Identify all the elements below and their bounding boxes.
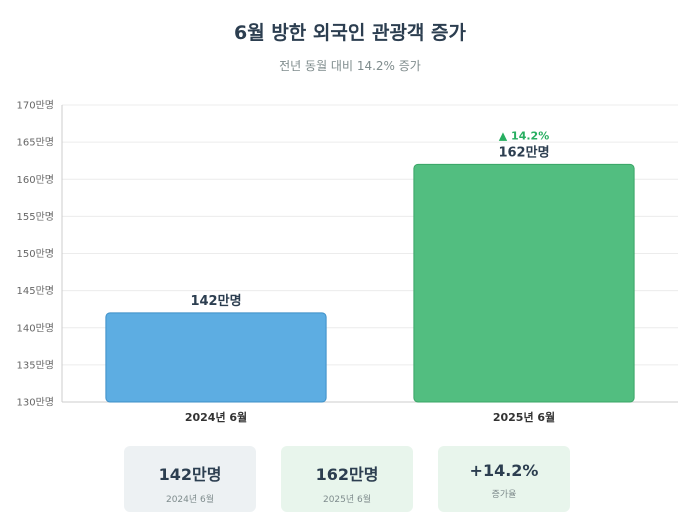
summary-card-growth: +14.2% 증가율 xyxy=(438,446,570,512)
chart-subtitle: 전년 동월 대비 14.2% 증가 xyxy=(279,59,421,73)
chart-title: 6월 방한 외국인 관광객 증가 xyxy=(234,22,466,44)
growth-annotation: ▲ 14.2% xyxy=(499,129,549,142)
y-tick-label: 170만명 xyxy=(17,100,55,112)
summary-card-label: 2024년 6월 xyxy=(165,495,215,505)
bar-value-label: 162만명 xyxy=(498,144,549,160)
bar xyxy=(413,163,635,403)
summary-card-2025: 162만명 2025년 6월 xyxy=(281,446,413,512)
bar-value-label: 142만명 xyxy=(190,293,241,309)
y-tick-label: 145만명 xyxy=(17,285,55,297)
y-tick-label: 150만명 xyxy=(17,248,55,260)
summary-card-label: 증가율 xyxy=(491,490,517,500)
summary-card-label: 2025년 6월 xyxy=(322,495,372,505)
y-tick-label: 165만명 xyxy=(17,137,55,149)
bar-chart: 130만명 135만명 140만명 145만명 150만명 155만명 160만명 165만명… xyxy=(17,100,678,424)
summary-card-value: 142만명 xyxy=(158,465,222,484)
y-tick-label: 160만명 xyxy=(17,174,55,186)
y-tick-label: 135만명 xyxy=(17,359,55,371)
bar xyxy=(105,312,327,403)
y-tick-label: 155만명 xyxy=(17,211,55,223)
summary-card-value: +14.2% xyxy=(469,461,539,480)
summary-card-2024: 142만명 2024년 6월 xyxy=(124,446,256,512)
x-tick-label: 2024년 6월 xyxy=(185,410,247,424)
summary-card-value: 162만명 xyxy=(315,465,379,484)
x-tick-label: 2025년 6월 xyxy=(493,410,555,424)
y-tick-label: 140만명 xyxy=(17,322,55,334)
y-tick-label: 130만명 xyxy=(17,397,55,409)
